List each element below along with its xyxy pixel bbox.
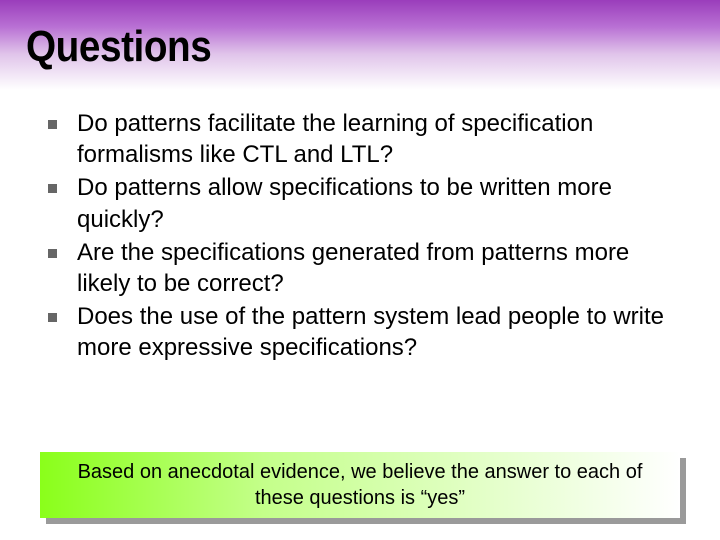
square-bullet-icon: [48, 313, 57, 322]
bullet-text: Are the specifications generated from pa…: [77, 237, 672, 299]
slide-title: Questions: [26, 22, 211, 72]
bullet-text: Do patterns allow specifications to be w…: [77, 172, 672, 234]
footer-text: Based on anecdotal evidence, we believe …: [64, 459, 656, 511]
footer-callout: Based on anecdotal evidence, we believe …: [40, 452, 680, 518]
square-bullet-icon: [48, 184, 57, 193]
list-item: Do patterns allow specifications to be w…: [48, 172, 672, 234]
square-bullet-icon: [48, 249, 57, 258]
content-area: Do patterns facilitate the learning of s…: [0, 90, 720, 364]
list-item: Does the use of the pattern system lead …: [48, 301, 672, 363]
list-item: Do patterns facilitate the learning of s…: [48, 108, 672, 170]
footer-box: Based on anecdotal evidence, we believe …: [40, 452, 680, 518]
list-item: Are the specifications generated from pa…: [48, 237, 672, 299]
square-bullet-icon: [48, 120, 57, 129]
bullet-text: Do patterns facilitate the learning of s…: [77, 108, 672, 170]
bullet-text: Does the use of the pattern system lead …: [77, 301, 672, 363]
bullet-list: Do patterns facilitate the learning of s…: [48, 108, 672, 364]
header-band: Questions: [0, 0, 720, 90]
